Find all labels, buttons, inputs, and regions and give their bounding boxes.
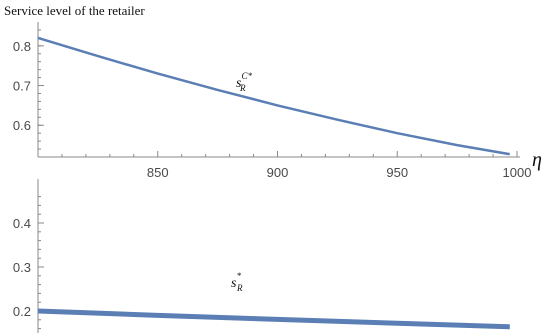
series-layer (37, 36, 511, 330)
y-tick-label: 0.2 (13, 304, 31, 319)
x-tick-label: 850 (147, 165, 169, 180)
y-tick-label: 0.3 (13, 260, 31, 275)
x-ticks: 850 900 950 1000 (37, 151, 532, 180)
y-tick-label: 0.4 (13, 216, 31, 231)
series-line-lower (37, 308, 510, 330)
y-tick-label: 0.6 (13, 118, 31, 133)
chart-title: Service level of the retailer (4, 3, 145, 18)
x-axis-label: η (532, 149, 542, 171)
x-tick-label: 900 (267, 165, 289, 180)
series-label-lower: s* R (231, 271, 243, 293)
y-ticks-lower: 0.4 0.3 0.2 (13, 196, 44, 330)
y-tick-label: 0.7 (13, 79, 31, 94)
x-tick-label: 1000 (503, 165, 532, 180)
x-tick-label: 950 (386, 165, 408, 180)
series-line-upper (37, 36, 511, 156)
series-label-upper: sC* R (236, 71, 252, 93)
y-ticks-upper: 0.8 0.7 0.6 (13, 29, 44, 150)
y-tick-label: 0.8 (13, 39, 31, 54)
